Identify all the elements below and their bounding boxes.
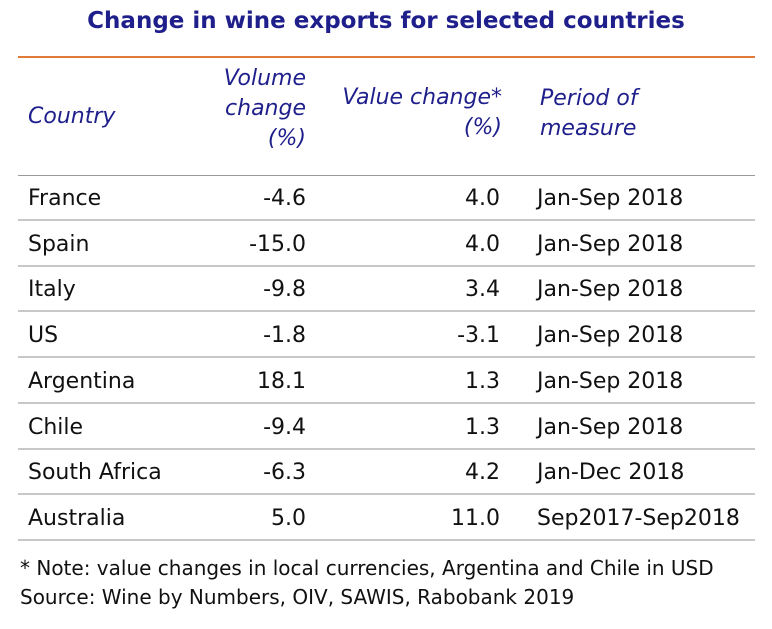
table-row: Argentina 18.1 1.3 Jan-Sep 2018 [18,359,755,404]
cell-value-change: 4.2 [465,460,500,486]
cell-period: Jan-Sep 2018 [537,368,684,394]
header-country: Country [28,104,116,129]
cell-period: Jan-Dec 2018 [537,460,685,486]
header-value-change: Value change* (%) [342,85,502,140]
cell-value-change: 4.0 [465,186,500,211]
cell-country: South Africa [28,460,162,486]
table-row: Spain -15.0 4.0 Jan-Sep 2018 [18,222,755,267]
cell-volume-change: 5.0 [271,505,306,531]
cell-value-change: 1.3 [465,414,500,440]
cell-volume-change: 18.1 [257,368,306,394]
source-note: Source: Wine by Numbers, OIV, SAWIS, Rab… [20,585,575,609]
cell-value-change: 1.3 [465,368,500,394]
title-rule [18,56,755,58]
cell-period: Jan-Sep 2018 [537,414,684,440]
header-volume-change: Volume change (%) [223,66,306,151]
row-divider [18,447,755,450]
cell-country: Argentina [28,368,136,394]
table-row: Australia 5.0 11.0 Sep2017-Sep2018 [18,496,755,541]
cell-volume-change: -4.6 [263,186,306,211]
cell-volume-change: -9.8 [263,277,306,303]
table-row: France -4.6 4.0 Jan-Sep 2018 [18,176,755,221]
row-divider [18,356,755,359]
cell-value-change: -3.1 [457,323,500,349]
cell-period: Jan-Sep 2018 [537,231,684,257]
cell-volume-change: -15.0 [249,231,306,257]
cell-period: Jan-Sep 2018 [537,323,684,349]
cell-period: Jan-Sep 2018 [537,186,684,211]
header-rule [18,175,755,176]
cell-country: Chile [28,414,84,440]
table-row: Italy -9.8 3.4 Jan-Sep 2018 [18,267,755,313]
cell-value-change: 11.0 [451,505,500,531]
cell-country: US [28,323,59,349]
header-period: Period of measure [540,86,638,141]
row-divider [18,264,755,267]
row-divider [18,538,755,541]
table-title: Change in wine exports for selected coun… [87,8,685,34]
row-divider [18,493,755,496]
row-divider [18,310,755,313]
cell-period: Jan-Sep 2018 [537,277,684,303]
table-row: US -1.8 -3.1 Jan-Sep 2018 [18,313,755,359]
cell-country: Italy [28,277,76,303]
cell-volume-change: -6.3 [263,460,306,486]
cell-country: Spain [28,231,90,257]
row-divider [18,219,755,221]
row-divider [18,401,755,404]
cell-period: Sep2017-Sep2018 [537,505,740,531]
cell-country: Australia [28,505,126,531]
table-row: Chile -9.4 1.3 Jan-Sep 2018 [18,405,755,450]
table-row: South Africa -6.3 4.2 Jan-Dec 2018 [18,450,755,496]
footnote: * Note: value changes in local currencie… [20,556,714,580]
cell-country: France [28,186,102,211]
cell-volume-change: -9.4 [263,414,306,440]
cell-value-change: 3.4 [465,277,500,303]
cell-volume-change: -1.8 [263,323,306,349]
cell-value-change: 4.0 [465,231,500,257]
